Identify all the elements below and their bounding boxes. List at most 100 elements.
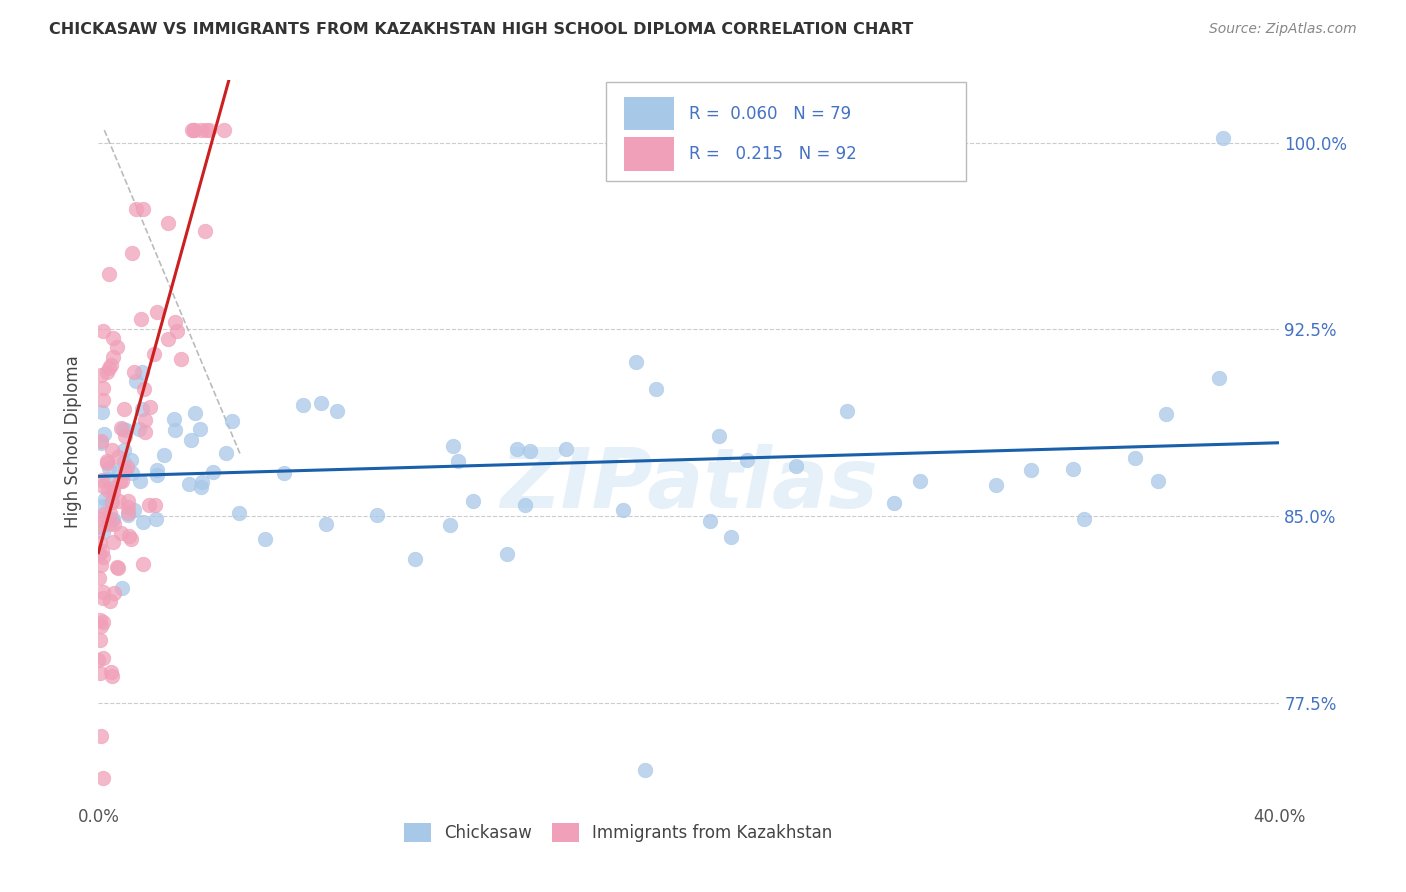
Point	[103, 517, 125, 532]
Point	[519, 443, 541, 458]
Point	[115, 423, 138, 437]
Point	[128, 422, 150, 436]
Point	[170, 351, 193, 366]
Point	[191, 475, 214, 489]
Y-axis label: High School Diploma: High School Diploma	[65, 355, 83, 528]
Point	[1123, 450, 1146, 465]
Point	[177, 476, 200, 491]
Point	[100, 669, 122, 683]
Point	[93, 427, 115, 442]
Point	[101, 484, 124, 499]
FancyBboxPatch shape	[624, 137, 673, 170]
Text: R =  0.060   N = 79: R = 0.060 N = 79	[689, 104, 851, 122]
Point	[101, 512, 124, 526]
Point	[90, 619, 112, 633]
Point	[125, 202, 148, 216]
Point	[134, 425, 156, 440]
Point	[194, 123, 217, 137]
Point	[91, 393, 114, 408]
Point	[163, 423, 186, 437]
Point	[111, 422, 134, 436]
Point	[1062, 462, 1084, 476]
Point	[146, 305, 169, 319]
Point	[145, 463, 167, 477]
Point	[366, 508, 388, 523]
Point	[153, 448, 176, 462]
Point	[441, 439, 464, 453]
Point	[120, 453, 142, 467]
Point	[89, 536, 111, 550]
Point	[163, 411, 186, 425]
Point	[101, 535, 124, 549]
Point	[325, 404, 347, 418]
Point	[132, 558, 155, 572]
Point	[108, 494, 131, 508]
Point	[644, 382, 666, 396]
Point	[157, 332, 180, 346]
Point	[166, 325, 188, 339]
Point	[131, 202, 153, 216]
Point	[131, 402, 153, 417]
Point	[190, 123, 212, 137]
Point	[91, 771, 114, 785]
Point	[91, 473, 114, 487]
Point	[117, 500, 139, 515]
Point	[110, 421, 132, 435]
Point	[93, 324, 115, 338]
Point	[90, 368, 112, 382]
Point	[709, 429, 731, 443]
Point	[634, 764, 657, 778]
Point	[910, 474, 932, 488]
Point	[156, 216, 179, 230]
Point	[94, 492, 117, 507]
Point	[90, 729, 112, 743]
Point	[883, 496, 905, 510]
Point	[1147, 474, 1170, 488]
Point	[134, 413, 156, 427]
Point	[91, 651, 114, 665]
Point	[201, 465, 224, 479]
Point	[506, 442, 529, 456]
Point	[98, 461, 121, 475]
Point	[93, 507, 115, 521]
Point	[100, 665, 122, 679]
Point	[215, 446, 238, 460]
Point	[90, 434, 112, 448]
Point	[96, 456, 118, 470]
Point	[87, 520, 110, 534]
Point	[463, 494, 485, 508]
Point	[221, 414, 243, 428]
Point	[129, 474, 152, 488]
Point	[98, 517, 121, 532]
Point	[114, 429, 136, 443]
Point	[315, 516, 337, 531]
Point	[228, 506, 250, 520]
Point	[626, 355, 648, 369]
Point	[188, 422, 211, 436]
Point	[91, 591, 114, 606]
Point	[112, 443, 135, 458]
Point	[986, 478, 1008, 492]
Point	[97, 483, 120, 497]
Point	[115, 460, 138, 475]
Point	[513, 498, 536, 512]
Point	[145, 512, 167, 526]
Point	[117, 508, 139, 523]
Point	[124, 503, 146, 517]
Point	[184, 406, 207, 420]
Point	[105, 339, 128, 353]
Point	[1208, 370, 1230, 384]
Point	[194, 224, 217, 238]
Point	[183, 123, 205, 137]
Point	[121, 246, 143, 260]
Text: R =   0.215   N = 92: R = 0.215 N = 92	[689, 145, 856, 163]
Point	[145, 498, 167, 512]
Text: Source: ZipAtlas.com: Source: ZipAtlas.com	[1209, 22, 1357, 37]
Point	[87, 571, 110, 585]
Point	[91, 499, 114, 513]
Point	[447, 454, 470, 468]
Point	[198, 123, 221, 137]
Point	[90, 544, 112, 558]
Point	[139, 401, 162, 415]
Point	[117, 506, 139, 520]
